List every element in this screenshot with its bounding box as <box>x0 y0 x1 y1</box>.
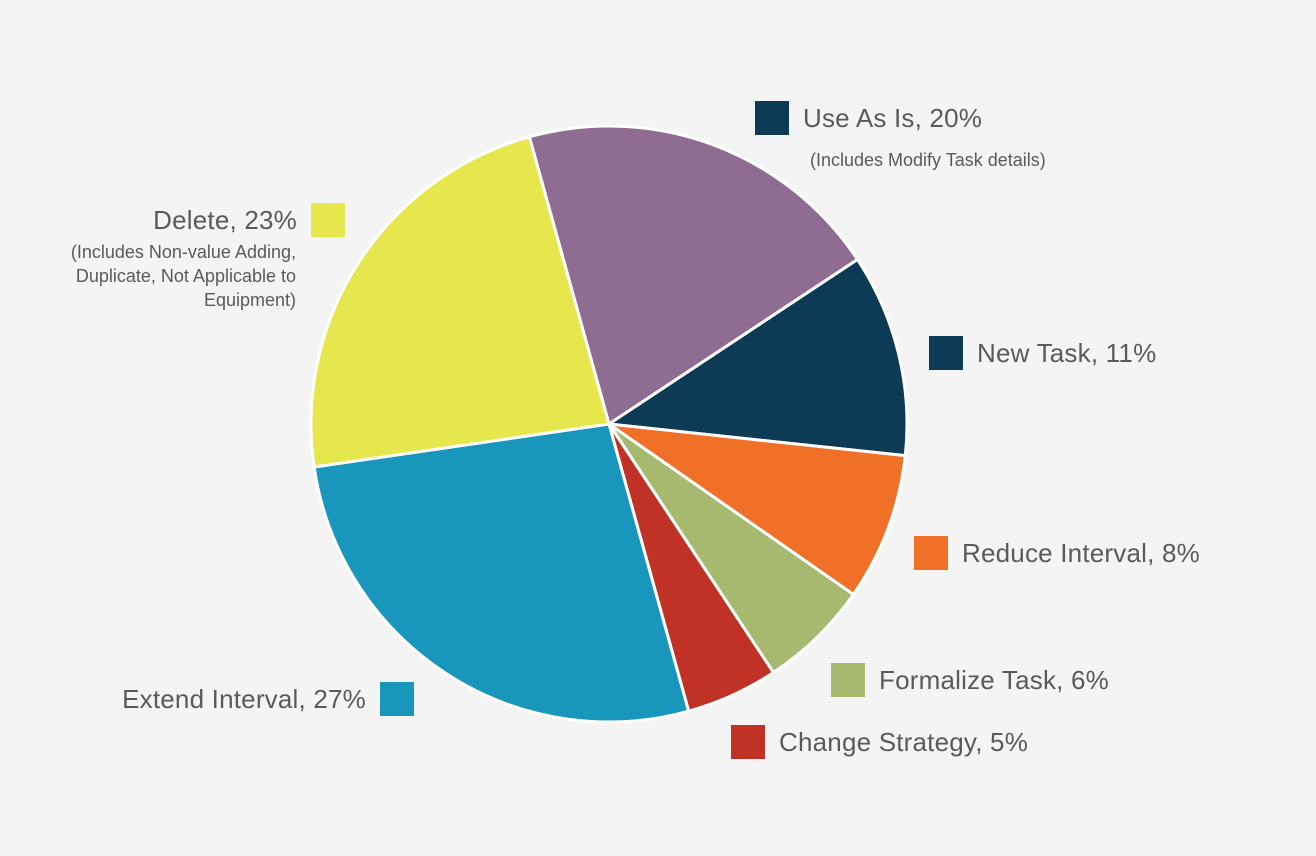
legend-note-use-as-is: (Includes Modify Task details) <box>810 150 1046 170</box>
pie-slice-delete <box>309 135 611 469</box>
legend-item-change-strategy: Change Strategy, 5% <box>731 725 1028 759</box>
legend-label-change-strategy: Change Strategy, 5% <box>779 726 1029 757</box>
legend-swatch-change-strategy <box>731 725 765 759</box>
legend-label-reduce-interval: Reduce Interval, 8% <box>962 537 1200 568</box>
legend-item-reduce-interval: Reduce Interval, 8% <box>914 536 1200 570</box>
legend-swatch-delete <box>311 203 345 237</box>
legend-item-use-as-is: Use As Is, 20% <box>755 101 982 135</box>
legend-item-delete: Delete, 23% <box>153 203 345 237</box>
pie-slice-reduce-interval <box>607 422 907 596</box>
legend-note-delete: (Includes Non-value Adding, Duplicate, N… <box>70 242 296 310</box>
legend-swatch-extend-interval <box>380 682 414 716</box>
legend-item-formalize-task: Formalize Task, 6% <box>831 663 1109 697</box>
legend-swatch-new-task <box>929 336 963 370</box>
pie-slice-extend-interval <box>312 422 691 724</box>
legend-label-extend-interval: Extend Interval, 27% <box>122 683 366 714</box>
pie-slice-use-as-is <box>527 124 859 426</box>
legend-item-extend-interval: Extend Interval, 27% <box>122 682 414 716</box>
legend-swatch-reduce-interval <box>914 536 948 570</box>
legend-swatch-use-as-is <box>755 101 789 135</box>
pie-slice-new-task <box>607 258 909 458</box>
legend-item-new-task: New Task, 11% <box>929 336 1156 370</box>
legend-label-delete: Delete, 23% <box>153 204 297 235</box>
legend-label-use-as-is: Use As Is, 20% <box>803 102 983 133</box>
legend-label-new-task: New Task, 11% <box>977 337 1157 368</box>
legend-swatch-formalize-task <box>831 663 865 697</box>
legend-label-formalize-task: Formalize Task, 6% <box>879 664 1109 695</box>
